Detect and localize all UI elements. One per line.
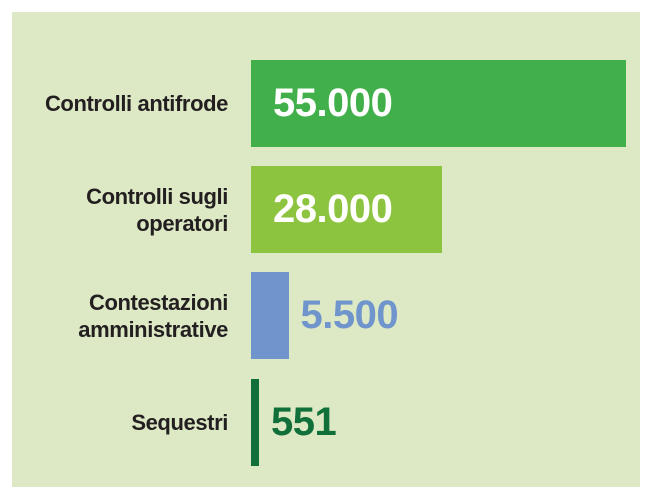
category-label: Sequestri [12,379,228,466]
bar [251,379,259,466]
value-label: 28.000 [273,187,393,231]
category-label: Controlli sugli operatori [12,166,228,253]
value-label: 55.000 [273,81,393,125]
value-label: 5.500 [300,293,399,337]
bar [251,166,442,253]
category-text: Sequestri [131,410,228,435]
chart: Controlli antifrode 55.000 Controlli sugli… [12,12,640,487]
bar [251,60,626,147]
category-text: Controlli antifrode [44,91,228,116]
category-text: Contestazioni amministrative [78,289,228,342]
category-text: Controlli sugli operatori [86,183,228,236]
category-label: Contestazioni amministrative [12,272,228,359]
value-label: 551 [271,400,337,444]
bar [251,272,289,359]
category-label: Controlli antifrode [12,60,228,147]
